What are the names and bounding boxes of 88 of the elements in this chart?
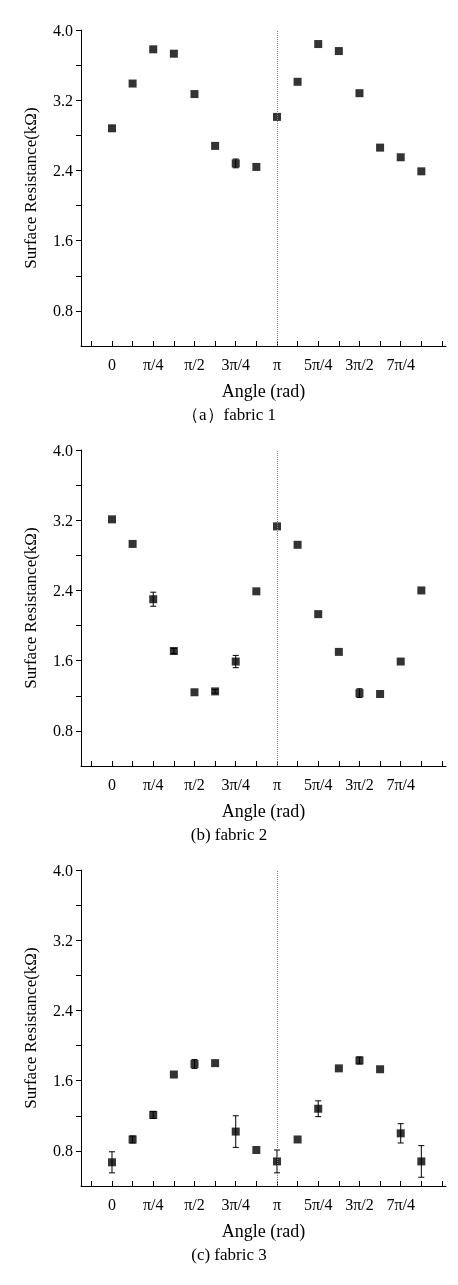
point bbox=[128, 79, 137, 88]
point bbox=[314, 1104, 323, 1113]
y-tick-label: 4.0 bbox=[53, 861, 73, 879]
x-tick-label: π/4 bbox=[142, 1195, 164, 1213]
x-tick-label: π/4 bbox=[142, 775, 164, 793]
x-tick-label: π bbox=[272, 1195, 282, 1213]
point bbox=[190, 90, 199, 99]
point bbox=[314, 40, 323, 49]
x-axis-title: Angle (rad) bbox=[221, 801, 306, 822]
y-tick-label: 2.4 bbox=[53, 581, 73, 599]
x-tick-label: π/2 bbox=[184, 775, 205, 793]
point bbox=[252, 162, 261, 171]
y-tick-label: 1.6 bbox=[53, 652, 73, 670]
y-axis-title: Surface Resistance(kΩ) bbox=[21, 107, 40, 269]
point bbox=[190, 688, 199, 697]
point bbox=[334, 1064, 343, 1073]
point bbox=[231, 657, 240, 666]
point bbox=[417, 1157, 426, 1166]
y-tick-label: 0.8 bbox=[53, 302, 73, 320]
y-tick-label: 2.4 bbox=[53, 161, 73, 179]
x-tick-label: 3π/4 bbox=[221, 355, 250, 373]
point bbox=[334, 47, 343, 56]
point bbox=[252, 1146, 261, 1155]
y-tick-label: 0.8 bbox=[53, 1142, 73, 1160]
x-tick-label: 0 bbox=[107, 355, 116, 373]
point bbox=[107, 1158, 116, 1167]
y-tick-label: 4.0 bbox=[53, 441, 73, 459]
y-tick-label: 3.2 bbox=[53, 511, 73, 529]
y-tick-label: 3.2 bbox=[53, 91, 73, 109]
point bbox=[272, 112, 281, 121]
point bbox=[293, 1135, 302, 1144]
y-axis-title: Surface Resistance(kΩ) bbox=[21, 947, 40, 1109]
x-tick-label: 3π/4 bbox=[221, 1195, 250, 1213]
point bbox=[169, 1070, 178, 1079]
x-tick-label: π bbox=[272, 355, 282, 373]
point bbox=[128, 539, 137, 548]
x-tick-label: 5π/4 bbox=[303, 355, 333, 373]
x-tick-label: 3π/2 bbox=[345, 1195, 374, 1213]
y-tick-label: 1.6 bbox=[53, 232, 73, 250]
x-tick-label: π/4 bbox=[142, 355, 164, 373]
point bbox=[169, 49, 178, 58]
point bbox=[334, 647, 343, 656]
x-tick-label: 5π/4 bbox=[303, 775, 333, 793]
point bbox=[293, 77, 302, 86]
point bbox=[272, 522, 281, 531]
x-tick-label: 3π/2 bbox=[345, 355, 374, 373]
x-tick-label: π/2 bbox=[184, 355, 205, 373]
x-tick-label: 3π/4 bbox=[221, 775, 250, 793]
point bbox=[376, 1065, 385, 1074]
point bbox=[272, 1157, 281, 1166]
x-tick-label: 3π/2 bbox=[345, 775, 374, 793]
x-tick-label: 5π/4 bbox=[303, 1195, 333, 1213]
point bbox=[314, 610, 323, 619]
point bbox=[149, 595, 158, 604]
text: (b) fabric 2 bbox=[190, 825, 268, 844]
y-tick-label: 4.0 bbox=[53, 21, 73, 39]
point bbox=[107, 124, 116, 133]
point bbox=[355, 89, 364, 98]
point bbox=[211, 141, 220, 150]
y-tick-label: 0.8 bbox=[53, 722, 73, 740]
y-tick-label: 3.2 bbox=[53, 931, 73, 949]
point bbox=[231, 1127, 240, 1136]
point bbox=[149, 45, 158, 54]
point bbox=[107, 515, 116, 524]
x-tick-label: 0 bbox=[107, 775, 116, 793]
point bbox=[252, 587, 261, 596]
y-axis-title: Surface Resistance(kΩ) bbox=[21, 527, 40, 689]
x-axis-title: Angle (rad) bbox=[221, 381, 306, 402]
x-tick-label: 7π/4 bbox=[386, 355, 415, 373]
x-tick-label: π bbox=[272, 775, 282, 793]
x-tick-label: 7π/4 bbox=[386, 1195, 415, 1213]
text: (c) fabric 3 bbox=[191, 1245, 267, 1264]
x-axis-title: Angle (rad) bbox=[221, 1221, 306, 1242]
y-tick-label: 1.6 bbox=[53, 1072, 73, 1090]
x-tick-label: π/2 bbox=[184, 1195, 205, 1213]
point bbox=[417, 586, 426, 595]
x-tick-label: 7π/4 bbox=[386, 775, 415, 793]
point bbox=[417, 167, 426, 176]
point bbox=[376, 690, 385, 699]
text: （a）fabric 1 bbox=[182, 405, 276, 424]
y-tick-label: 2.4 bbox=[53, 1001, 73, 1019]
point bbox=[293, 540, 302, 549]
x-tick-label: 0 bbox=[107, 1195, 116, 1213]
point bbox=[211, 1059, 220, 1068]
point bbox=[396, 153, 405, 162]
point bbox=[396, 1129, 405, 1138]
point bbox=[376, 143, 385, 152]
point bbox=[396, 657, 405, 666]
